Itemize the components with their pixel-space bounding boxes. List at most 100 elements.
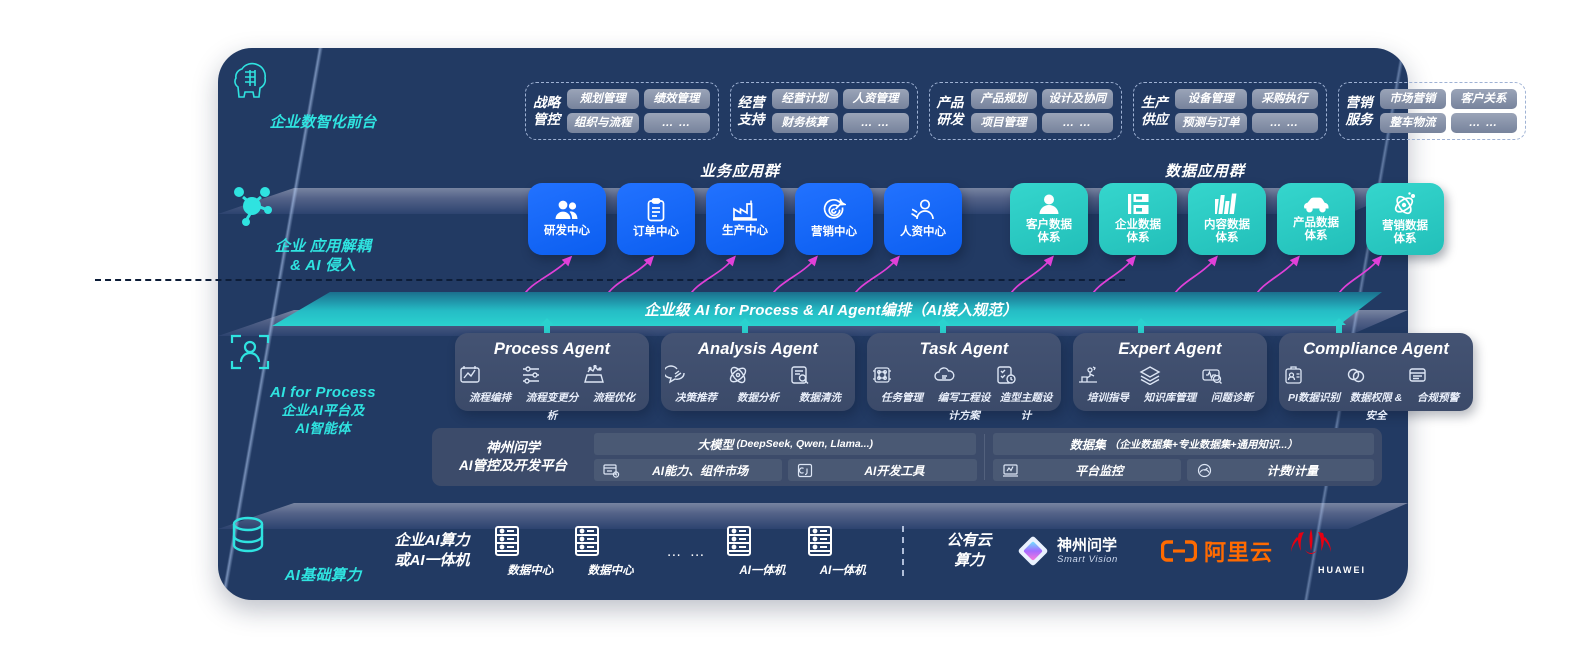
rail-enterprise-front: 企业数智化前台 (228, 60, 418, 132)
card-customer-data[interactable]: 客户数据 体系 (1010, 183, 1088, 255)
domain-chip[interactable]: 财务核算 (771, 113, 838, 133)
rail-app-decoupling: 企业 应用解耦 & AI 侵入 (228, 180, 418, 275)
domain-chip-more[interactable]: … … (1041, 113, 1113, 133)
domain-chip[interactable]: 设备管理 (1175, 89, 1247, 109)
agent-feature[interactable]: PI数据识别 (1283, 365, 1344, 406)
platform-cell-monitor[interactable]: 平台监控 (993, 459, 1181, 481)
domain-name: 产品 研发 (936, 95, 964, 127)
card-rnd-center[interactable]: 研发中心 (528, 183, 606, 255)
ai-orchestration-band: 企业级 AI for Process & AI Agent编排（AI接入规范） (272, 292, 1382, 326)
agent-feature[interactable]: 流程变更分析 (521, 365, 582, 424)
customer-icon (1038, 193, 1060, 215)
domain-chip-more[interactable]: … … (643, 113, 710, 133)
domain-name: 营销 服务 (1345, 95, 1373, 127)
agent-feature[interactable]: 问题诊断 (1201, 365, 1262, 406)
domain-chip[interactable]: 产品规划 (970, 89, 1037, 109)
vendor-name-cn: 神州问学 (1057, 537, 1118, 554)
factory-icon (732, 199, 758, 221)
agent-feature[interactable]: 编写工程设计方案 (933, 365, 994, 424)
infra-item-aio1[interactable]: AI一体机 (722, 524, 802, 578)
top-domain-boxes: 战略 管控 规划管理 绩效管理 组织与流程 … … 经营 支持 经营计划 人资管… (525, 82, 1526, 140)
data-group-title: 数据应用群 (1165, 163, 1246, 180)
vendor-aliyun[interactable]: 阿里云 (1150, 535, 1284, 567)
flow-chart-icon (459, 365, 520, 385)
agent-feature-label: 流程变更分析 (525, 392, 579, 422)
card-product-data[interactable]: 产品数据 体系 (1277, 183, 1355, 255)
domain-chip[interactable]: 采购执行 (1251, 89, 1318, 109)
domain-chip[interactable]: 经营计划 (771, 89, 838, 109)
infra-item-label: AI一体机 (819, 565, 866, 577)
card-content-data[interactable]: 内容数据 体系 (1188, 183, 1266, 255)
infra-divider (901, 526, 904, 576)
agent-feature-label: 任务管理 (881, 392, 923, 404)
agent-feature[interactable]: 任务管理 (871, 365, 932, 406)
domain-chip[interactable]: 整车物流 (1379, 113, 1446, 133)
domain-chip[interactable]: 绩效管理 (643, 89, 710, 109)
card-enterprise-data[interactable]: 企业数据 体系 (1099, 183, 1177, 255)
domain-chip-more[interactable]: … … (842, 113, 909, 133)
platform-cell-label: 平台监控 (1075, 463, 1124, 478)
platform-cell-devtool[interactable]: AI开发工具 (788, 459, 977, 481)
agent-card-task[interactable]: Task Agent 任务管理 (867, 333, 1061, 422)
agent-feature[interactable]: 流程编排 (459, 365, 520, 406)
infra-item-aio2[interactable]: AI一体机 (803, 524, 883, 578)
model-bar-detail: (DeepSeek, Qwen, Llama...) (736, 438, 874, 450)
domain-chip[interactable]: 客户关系 (1450, 89, 1517, 109)
domain-chip[interactable]: 市场营销 (1379, 89, 1446, 109)
card-label: 企业数据 体系 (1115, 218, 1161, 245)
domain-box-rnd[interactable]: 产品 研发 产品规划 设计及协同 项目管理 … … (928, 82, 1122, 140)
card-production-center[interactable]: 生产中心 (706, 183, 784, 255)
dataset-bar[interactable]: 数据集 （企业数据集+专业数据集+通用知识...） (993, 433, 1374, 455)
agent-feature[interactable]: 数据清洗 (789, 365, 850, 406)
agent-feature[interactable]: 决策推荐 (665, 365, 726, 406)
infra-enterprise-label: 企业AI算力 或AI一体机 (394, 532, 470, 569)
card-marketing-center[interactable]: 营销中心 (795, 183, 873, 255)
domain-chip[interactable]: 规划管理 (567, 89, 639, 109)
vendor-huawei[interactable]: HUAWEI (1284, 527, 1400, 575)
card-order-center[interactable]: 订单中心 (617, 183, 695, 255)
agent-card-analysis[interactable]: Analysis Agent 决策推荐 (661, 333, 855, 411)
agent-card-expert[interactable]: Expert Agent 培训指导 (1073, 333, 1267, 411)
platform-cell-market[interactable]: AI能力、组件市场 (594, 459, 783, 481)
vendor-shenzhou[interactable]: 神州问学 Smart Vision (1016, 534, 1150, 568)
rail-sublabel: 企业AI平台及 AI智能体 (281, 403, 365, 436)
agent-feature[interactable]: 造型主题设计 (995, 365, 1056, 424)
agent-feature[interactable]: 知识库管理 (1139, 365, 1200, 406)
agent-feature-label: 数据分析 (737, 392, 779, 404)
card-label: 产品数据 体系 (1293, 216, 1339, 243)
domain-box-operations[interactable]: 经营 支持 经营计划 人资管理 财务核算 … … (729, 82, 918, 140)
domain-chip[interactable]: 项目管理 (970, 113, 1037, 133)
agent-feature[interactable]: 数据分析 (727, 365, 788, 406)
agent-feature[interactable]: 流程优化 (583, 365, 644, 406)
agent-feature-label: 培训指导 (1087, 392, 1129, 404)
domain-box-production[interactable]: 生产 供应 设备管理 采购执行 预测与订单 … … (1133, 82, 1327, 140)
infra-item-dc2[interactable]: 数据中心 (570, 524, 650, 578)
layer-divider-3 (218, 503, 1408, 529)
agent-feature[interactable]: 培训指导 (1077, 365, 1138, 406)
domain-box-marketing[interactable]: 营销 服务 市场营销 客户关系 整车物流 … … (1337, 82, 1526, 140)
card-hr-center[interactable]: 人资中心 (884, 183, 962, 255)
model-bar[interactable]: 大模型 (DeepSeek, Qwen, Llama...) (594, 433, 977, 455)
data-app-cards: 客户数据 体系 企业数据 体系 (1010, 183, 1444, 255)
domain-chip[interactable]: 设计及协同 (1041, 89, 1113, 109)
domain-box-strategy[interactable]: 战略 管控 规划管理 绩效管理 组织与流程 … … (525, 82, 719, 140)
agent-card-compliance[interactable]: Compliance Agent PI数据识别 (1279, 333, 1473, 422)
domain-chip-more[interactable]: … … (1450, 113, 1517, 133)
database-icon (228, 515, 418, 557)
domain-chip-more[interactable]: … … (1251, 113, 1318, 133)
agent-feature-label: PI数据识别 (1288, 392, 1340, 404)
agent-feature-label: 编写工程设计方案 (937, 392, 991, 422)
agent-feature[interactable]: 数据权限 & 安全 (1345, 365, 1406, 424)
domain-chip[interactable]: 组织与流程 (567, 113, 639, 133)
decision-icon (665, 365, 726, 385)
card-marketing-data[interactable]: 营销数据 体系 (1366, 183, 1444, 255)
infra-item-dc1[interactable]: 数据中心 (490, 524, 570, 578)
agent-feature[interactable]: 合规预警 (1407, 365, 1468, 406)
rail-ai-for-process: AI for Process 企业AI平台及 AI智能体 (228, 330, 418, 438)
domain-chip[interactable]: 预测与订单 (1175, 113, 1247, 133)
platform-cell-metering[interactable]: 计费/计量 (1186, 459, 1375, 481)
infra-enterprise-compute: 企业AI算力 或AI一体机 (374, 531, 490, 571)
agent-card-process[interactable]: Process Agent 流程编排 (455, 333, 649, 422)
domain-chip[interactable]: 人资管理 (842, 89, 909, 109)
agent-feature-label: 合规预警 (1417, 392, 1459, 404)
